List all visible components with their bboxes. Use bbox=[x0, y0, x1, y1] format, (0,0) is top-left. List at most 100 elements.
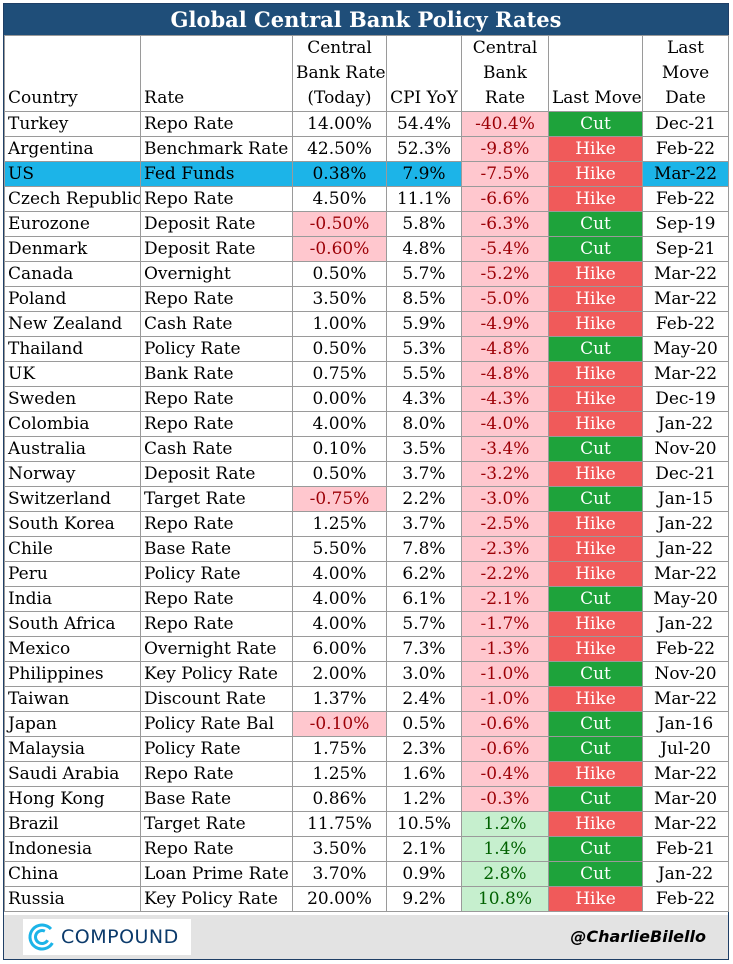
cell-last-move-date: May-20 bbox=[642, 336, 729, 362]
cell-last-move-date: Sep-19 bbox=[642, 211, 729, 237]
cell-cpi: 1.6% bbox=[386, 761, 462, 787]
cell-last-move: Hike bbox=[548, 761, 643, 787]
table-row: Philippines Key Policy Rate 2.00% 3.0% -1.0%… bbox=[4, 661, 729, 687]
table-row: Indonesia Repo Rate 3.50% 2.1% 1.4% Cut Feb-21 bbox=[4, 836, 729, 862]
cell-cpi: 7.9% bbox=[386, 161, 462, 187]
cell-real-rate: -2.2% bbox=[461, 561, 549, 587]
cell-cpi: 2.2% bbox=[386, 486, 462, 512]
cell-cpi: 5.7% bbox=[386, 261, 462, 287]
cell-rate: Target Rate bbox=[140, 811, 293, 837]
compound-c-logo-icon bbox=[28, 923, 56, 951]
cell-last-move: Cut bbox=[548, 211, 643, 237]
cell-policy-rate: 4.50% bbox=[292, 186, 387, 212]
cell-last-move-date: Jan-22 bbox=[642, 411, 729, 437]
cell-last-move: Hike bbox=[548, 536, 643, 562]
cell-country: Brazil bbox=[4, 811, 141, 837]
cell-cpi: 5.5% bbox=[386, 361, 462, 387]
cell-cpi: 2.3% bbox=[386, 736, 462, 762]
table-row: Argentina Benchmark Rate 42.50% 52.3% -9.8% H… bbox=[4, 136, 729, 162]
cell-policy-rate: 20.00% bbox=[292, 886, 387, 912]
cell-last-move-date: Dec-21 bbox=[642, 461, 729, 487]
table-row: South Africa Repo Rate 4.00% 5.7% -1.7% Hike J… bbox=[4, 611, 729, 637]
cell-cpi: 3.7% bbox=[386, 461, 462, 487]
cell-last-move: Hike bbox=[548, 511, 643, 537]
cell-policy-rate: 42.50% bbox=[292, 136, 387, 162]
cell-cpi: 52.3% bbox=[386, 136, 462, 162]
policy-rates-table: Country Rate Central Bank Rate (Today) CPI… bbox=[4, 35, 729, 912]
cell-real-rate: -1.0% bbox=[461, 661, 549, 687]
cell-real-rate: -40.4% bbox=[461, 111, 549, 137]
header-last-move-date: Last Move Date bbox=[642, 35, 729, 112]
cell-country: Mexico bbox=[4, 636, 141, 662]
cell-rate: Deposit Rate bbox=[140, 461, 293, 487]
cell-real-rate: -4.9% bbox=[461, 311, 549, 337]
cell-policy-rate: 6.00% bbox=[292, 636, 387, 662]
cell-rate: Benchmark Rate bbox=[140, 136, 293, 162]
cell-country: Australia bbox=[4, 436, 141, 462]
cell-rate: Overnight Rate bbox=[140, 636, 293, 662]
cell-country: Thailand bbox=[4, 336, 141, 362]
cell-cpi: 8.0% bbox=[386, 411, 462, 437]
cell-rate: Repo Rate bbox=[140, 411, 293, 437]
table-row: Australia Cash Rate 0.10% 3.5% -3.4% Cut Nov-2… bbox=[4, 436, 729, 462]
cell-real-rate: -1.7% bbox=[461, 611, 549, 637]
cell-last-move: Hike bbox=[548, 611, 643, 637]
cell-last-move: Hike bbox=[548, 636, 643, 662]
header-cpi: CPI YoY bbox=[386, 35, 462, 112]
cell-cpi: 10.5% bbox=[386, 811, 462, 837]
table-row: Norway Deposit Rate 0.50% 3.7% -3.2% Hike Dec-… bbox=[4, 461, 729, 487]
cell-country: Peru bbox=[4, 561, 141, 587]
table-row: Japan Policy Rate Bal -0.10% 0.5% -0.6% Cut Ja… bbox=[4, 711, 729, 737]
cell-real-rate: -5.0% bbox=[461, 286, 549, 312]
cell-policy-rate: 4.00% bbox=[292, 561, 387, 587]
cell-last-move-date: Feb-22 bbox=[642, 186, 729, 212]
cell-rate: Repo Rate bbox=[140, 836, 293, 862]
table-row: US Fed Funds 0.38% 7.9% -7.5% Hike Mar-22 bbox=[4, 161, 729, 187]
cell-cpi: 0.9% bbox=[386, 861, 462, 887]
cell-policy-rate: 0.50% bbox=[292, 261, 387, 287]
cell-country: Turkey bbox=[4, 111, 141, 137]
table-row: India Repo Rate 4.00% 6.1% -2.1% Cut May-20 bbox=[4, 586, 729, 612]
author-handle: @CharlieBilello bbox=[570, 927, 706, 946]
cell-last-move-date: Feb-21 bbox=[642, 836, 729, 862]
cell-country: China bbox=[4, 861, 141, 887]
cell-last-move-date: Mar-22 bbox=[642, 161, 729, 187]
cell-rate: Repo Rate bbox=[140, 611, 293, 637]
cell-last-move: Cut bbox=[548, 711, 643, 737]
cell-last-move-date: Nov-20 bbox=[642, 661, 729, 687]
cell-policy-rate: -0.50% bbox=[292, 211, 387, 237]
cell-country: US bbox=[4, 161, 141, 187]
cell-last-move-date: Feb-22 bbox=[642, 636, 729, 662]
cell-last-move-date: Feb-22 bbox=[642, 136, 729, 162]
cell-last-move: Hike bbox=[548, 161, 643, 187]
table-row: Sweden Repo Rate 0.00% 4.3% -4.3% Hike Dec-19 bbox=[4, 386, 729, 412]
cell-last-move-date: Dec-21 bbox=[642, 111, 729, 137]
cell-country: New Zealand bbox=[4, 311, 141, 337]
cell-real-rate: -5.4% bbox=[461, 236, 549, 262]
cell-last-move: Cut bbox=[548, 786, 643, 812]
table-row: Malaysia Policy Rate 1.75% 2.3% -0.6% Cut Jul-… bbox=[4, 736, 729, 762]
table-frame: Global Central Bank Policy Rates Country… bbox=[3, 3, 729, 960]
cell-policy-rate: 4.00% bbox=[292, 586, 387, 612]
cell-last-move-date: Jan-15 bbox=[642, 486, 729, 512]
cell-last-move: Hike bbox=[548, 311, 643, 337]
cell-last-move-date: Dec-19 bbox=[642, 386, 729, 412]
cell-cpi: 5.8% bbox=[386, 211, 462, 237]
cell-rate: Cash Rate bbox=[140, 311, 293, 337]
cell-cpi: 0.5% bbox=[386, 711, 462, 737]
cell-country: Norway bbox=[4, 461, 141, 487]
cell-rate: Bank Rate bbox=[140, 361, 293, 387]
cell-last-move: Hike bbox=[548, 811, 643, 837]
cell-cpi: 5.7% bbox=[386, 611, 462, 637]
cell-last-move: Cut bbox=[548, 861, 643, 887]
cell-rate: Fed Funds bbox=[140, 161, 293, 187]
cell-country: Canada bbox=[4, 261, 141, 287]
cell-real-rate: 2.8% bbox=[461, 861, 549, 887]
table-row: Canada Overnight 0.50% 5.7% -5.2% Hike Mar-22 bbox=[4, 261, 729, 287]
table-row: Taiwan Discount Rate 1.37% 2.4% -1.0% Hike Mar… bbox=[4, 686, 729, 712]
table-row: Peru Policy Rate 4.00% 6.2% -2.2% Hike Mar-22 bbox=[4, 561, 729, 587]
cell-country: South Korea bbox=[4, 511, 141, 537]
page-title: Global Central Bank Policy Rates bbox=[4, 4, 728, 35]
cell-policy-rate: 1.00% bbox=[292, 311, 387, 337]
compound-logo: COMPOUND bbox=[23, 919, 191, 955]
